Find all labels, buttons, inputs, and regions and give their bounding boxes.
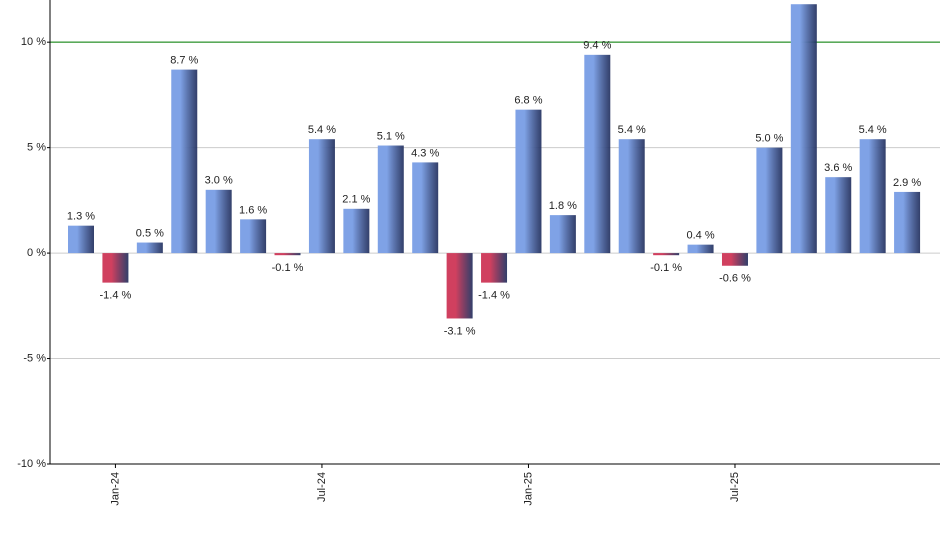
bar [825,177,852,254]
bar [68,225,94,254]
value-label: 5.4 % [308,124,336,136]
y-tick-label: -10 % [17,458,46,470]
bar [894,191,921,254]
value-label: 2.1 % [342,194,370,206]
bar [481,253,508,283]
bar [136,242,163,254]
value-label: 6.8 % [514,95,542,107]
value-label: 1.3 % [67,211,95,223]
bar [377,145,404,254]
bar [618,139,645,254]
bar [721,253,748,266]
bar [687,244,714,254]
bar [515,109,542,254]
bar [584,54,611,254]
bar [412,162,439,254]
value-label: -0.1 % [272,262,304,274]
value-label: 5.1 % [377,130,405,142]
y-tick-label: 5 % [27,142,46,154]
x-tick-label: Jan-24 [109,472,121,506]
value-label: 3.0 % [205,175,233,187]
y-tick-label: 0 % [27,247,46,259]
value-label: -1.4 % [100,290,132,302]
bar [446,253,473,319]
value-label: -0.6 % [719,273,751,285]
value-label: -3.1 % [444,325,476,337]
bar [549,215,576,254]
value-label: 2.9 % [893,177,921,189]
value-label: 5.0 % [755,133,783,145]
bar [343,208,370,254]
bar [240,219,267,254]
value-label: 5.4 % [618,124,646,136]
value-label: 0.4 % [686,230,714,242]
bar [790,4,817,254]
value-label: -0.1 % [650,262,682,274]
y-tick-label: 10 % [21,36,46,48]
value-label: 8.7 % [170,55,198,67]
bar [171,69,198,254]
bar [274,253,301,256]
bar [205,189,232,254]
value-label: -1.4 % [478,290,510,302]
bar [102,253,129,283]
bar [859,139,886,254]
value-label: 4.3 % [411,147,439,159]
y-tick-label: -5 % [23,352,46,364]
value-label: 1.6 % [239,204,267,216]
value-label: 3.6 % [824,162,852,174]
value-label: 0.5 % [136,227,164,239]
x-tick-label: Jul-25 [729,472,741,502]
value-label: 9.4 % [583,40,611,52]
bar [756,147,783,254]
value-label: 5.4 % [859,124,887,136]
bar [653,253,680,256]
x-tick-label: Jan-25 [522,472,534,506]
value-label: 1.8 % [549,200,577,212]
value-label: 11.8 % [787,0,821,1]
x-tick-label: Jul-24 [316,472,328,502]
bar [308,139,335,254]
